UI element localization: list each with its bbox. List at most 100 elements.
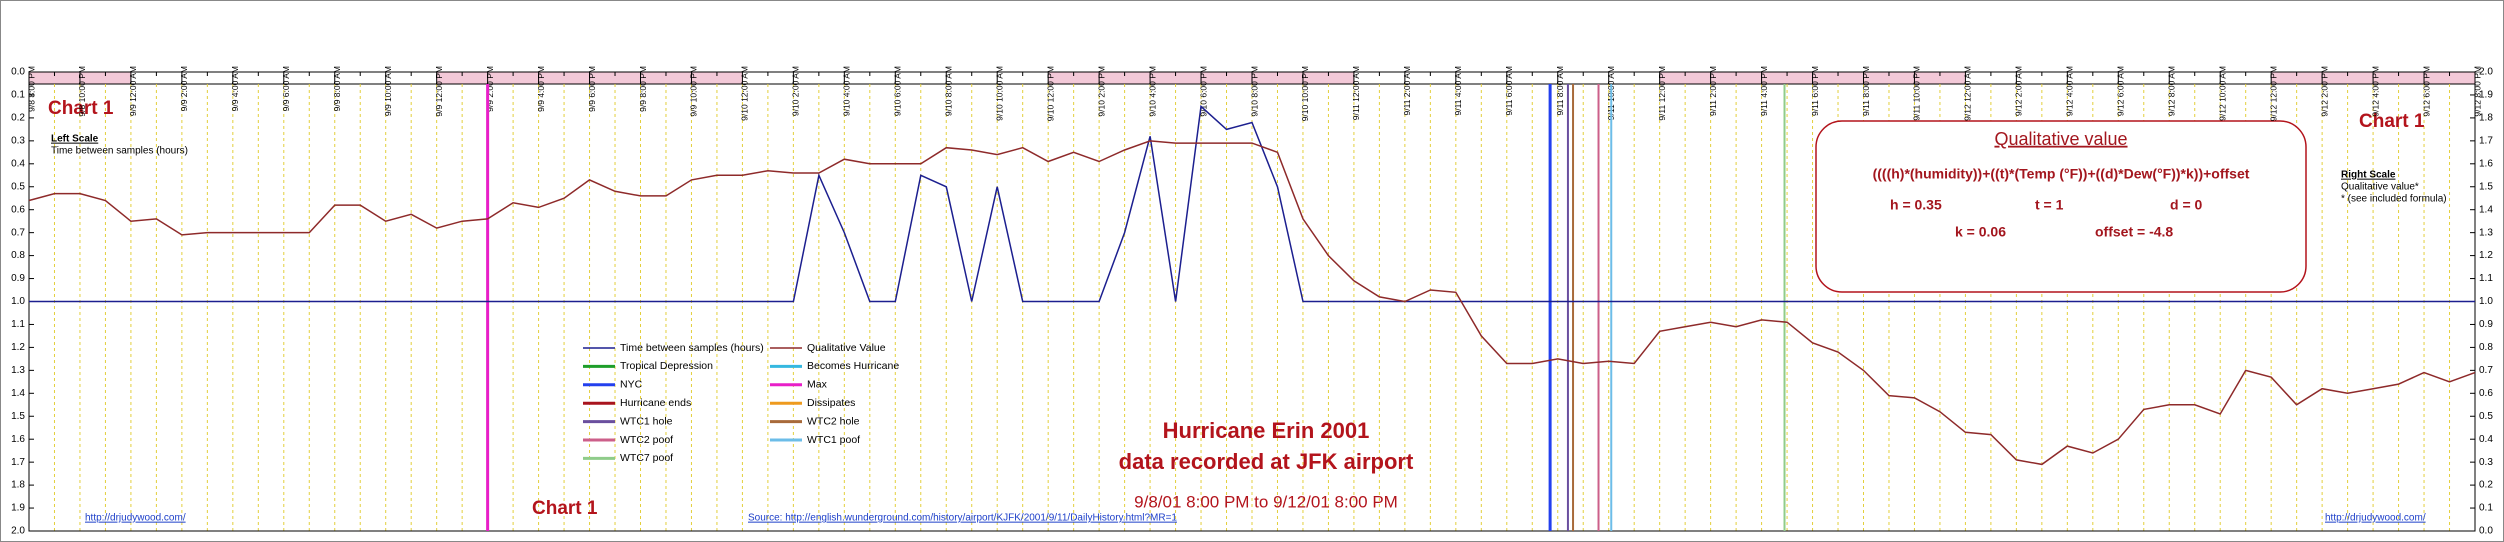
x-tick-label: 9/11 6:00 PM — [1810, 66, 1820, 116]
x-tick-label: 9/12 4:00 PM — [2370, 66, 2380, 117]
x-tick-label: 9/8 10:00 PM — [77, 66, 87, 117]
x-tick-label: 9/11 10:00 PM — [1912, 66, 1922, 121]
grid — [53, 84, 2451, 531]
x-tick-label: 9/10 4:00 AM — [842, 66, 852, 116]
legend-label: Becomes Hurricane — [807, 360, 899, 372]
x-tick-label: 9/9 2:00 AM — [179, 66, 189, 111]
date-range: 9/8/01 8:00 PM to 9/12/01 8:00 PM — [1134, 492, 1398, 511]
y2-tick-label: 0.2 — [2479, 480, 2493, 491]
chart-label: Chart 1 — [48, 98, 114, 119]
formula-param: t = 1 — [2035, 197, 2064, 213]
y-tick-label: 0.3 — [11, 135, 25, 146]
link[interactable]: http://drjudywood.com/ — [2325, 513, 2426, 524]
y2-tick-label: 0.1 — [2479, 503, 2493, 514]
formula-param: offset = -4.8 — [2095, 224, 2173, 240]
y-tick-label: 0.0 — [11, 67, 25, 78]
left-scale-title: Left Scale — [51, 134, 99, 145]
x-tick-label: 9/9 6:00 AM — [281, 66, 291, 111]
y-tick-label: 1.9 — [11, 503, 25, 514]
x-tick-label: 9/11 4:00 AM — [1453, 66, 1463, 115]
y-tick-label: 1.6 — [11, 434, 25, 445]
y-tick-label: 2.0 — [11, 526, 25, 537]
legend-label: Hurricane ends — [620, 397, 691, 409]
y2-tick-label: 1.0 — [2479, 296, 2493, 307]
y-tick-label: 1.0 — [11, 296, 25, 307]
legend-label: Time between samples (hours) — [620, 342, 764, 354]
x-tick-label: 9/10 10:00 PM — [1300, 66, 1310, 121]
formula-param: d = 0 — [2170, 197, 2203, 213]
series-line — [28, 140, 2476, 466]
x-tick-label: 9/11 2:00 PM — [1708, 66, 1718, 116]
x-tick-label: 9/12 8:00 PM — [2472, 66, 2482, 117]
x-tick-label: 9/9 8:00 PM — [638, 66, 648, 112]
y2-tick-label: 1.8 — [2479, 113, 2493, 124]
x-tick-label: 9/9 4:00 PM — [536, 66, 546, 112]
legend-label: WTC1 hole — [620, 415, 673, 427]
y-tick-label: 0.8 — [11, 250, 25, 261]
x-tick-label: 9/12 4:00 AM — [2065, 66, 2075, 116]
x-tick-label: 9/10 8:00 PM — [1249, 66, 1259, 117]
y-tick-label: 0.7 — [11, 227, 25, 238]
x-tick-label: 9/9 10:00 PM — [689, 66, 699, 117]
x-tick-label: 9/11 4:00 PM — [1759, 66, 1769, 116]
right-scale-title: Right Scale — [2341, 170, 2396, 181]
y2-tick-label: 1.2 — [2479, 250, 2493, 261]
y-tick-label: 1.2 — [11, 342, 25, 353]
x-tick-label: 9/10 4:00 PM — [1147, 66, 1157, 117]
x-tick-label: 9/11 12:00 PM — [1657, 66, 1667, 121]
right-scale-text: Qualitative value* — [2341, 182, 2419, 193]
y-tick-label: 1.8 — [11, 480, 25, 491]
y-tick-label: 1.5 — [11, 411, 25, 422]
y2-tick-label: 0.3 — [2479, 457, 2493, 468]
y-tick-label: 0.2 — [11, 113, 25, 124]
legend-label: WTC2 hole — [807, 415, 860, 427]
chart-label: Chart 1 — [532, 498, 598, 519]
y-tick-label: 1.3 — [11, 365, 25, 376]
x-tick-label: 9/10 6:00 PM — [1198, 66, 1208, 117]
y2-tick-label: 0.9 — [2479, 319, 2493, 330]
y2-tick-label: 1.5 — [2479, 181, 2493, 192]
formula-title: Qualitative value — [1994, 129, 2127, 149]
legend-label: WTC1 poof — [807, 434, 860, 446]
x-tick-label: 9/12 10:00 AM — [2217, 66, 2227, 121]
x-tick-label: 9/11 6:00 AM — [1504, 66, 1514, 115]
x-tick-label: 9/12 12:00 PM — [2268, 66, 2278, 121]
chart-subtitle: data recorded at JFK airport — [1119, 449, 1414, 474]
formula-box — [1815, 120, 2307, 293]
y2-tick-label: 0.6 — [2479, 388, 2493, 399]
x-tick-label: 9/10 6:00 AM — [893, 66, 903, 116]
y-tick-label: 1.1 — [11, 319, 25, 330]
y2-tick-label: 0.0 — [2479, 526, 2493, 537]
y2-tick-label: 1.9 — [2479, 90, 2493, 101]
y2-tick-label: 1.4 — [2479, 204, 2493, 215]
formula-expression: ((((h)*(humidity))+((t)*(Temp (°F))+((d)… — [1873, 166, 2250, 182]
chart-label: Chart 1 — [2359, 111, 2425, 132]
x-tick-label: 9/10 2:00 AM — [791, 66, 801, 116]
right-scale-note: * (see included formula) — [2341, 194, 2447, 205]
y-tick-label: 0.9 — [11, 273, 25, 284]
y2-tick-label: 1.3 — [2479, 227, 2493, 238]
x-tick-label: 9/10 10:00 AM — [994, 66, 1004, 121]
y2-tick-label: 1.6 — [2479, 158, 2493, 169]
source-link[interactable]: Source: http://english.wunderground.com/… — [748, 513, 1177, 524]
y2-tick-label: 2.0 — [2479, 67, 2493, 78]
legend-label: Max — [807, 379, 828, 391]
x-tick-label: 9/12 2:00 PM — [2319, 66, 2329, 117]
y-tick-label: 0.1 — [11, 90, 25, 101]
x-tick-label: 9/9 2:00 PM — [485, 66, 495, 112]
x-tick-label: 9/10 2:00 PM — [1096, 66, 1106, 117]
legend-label: WTC7 poof — [620, 452, 673, 464]
link[interactable]: http://drjudywood.com/ — [85, 513, 186, 524]
x-tick-label: 9/11 12:00 AM — [1351, 66, 1361, 120]
y2-tick-label: 1.1 — [2479, 273, 2493, 284]
x-tick-label: 9/10 8:00 AM — [944, 66, 954, 116]
x-tick-label: 9/10 12:00 AM — [740, 66, 750, 121]
legend-label: WTC2 poof — [620, 434, 673, 446]
x-tick-label: 9/10 12:00 PM — [1045, 66, 1055, 121]
legend-label: Tropical Depression — [620, 360, 713, 372]
formula-param: k = 0.06 — [1955, 224, 2006, 240]
series-line — [29, 104, 2475, 303]
legend-label: NYC — [620, 379, 643, 391]
